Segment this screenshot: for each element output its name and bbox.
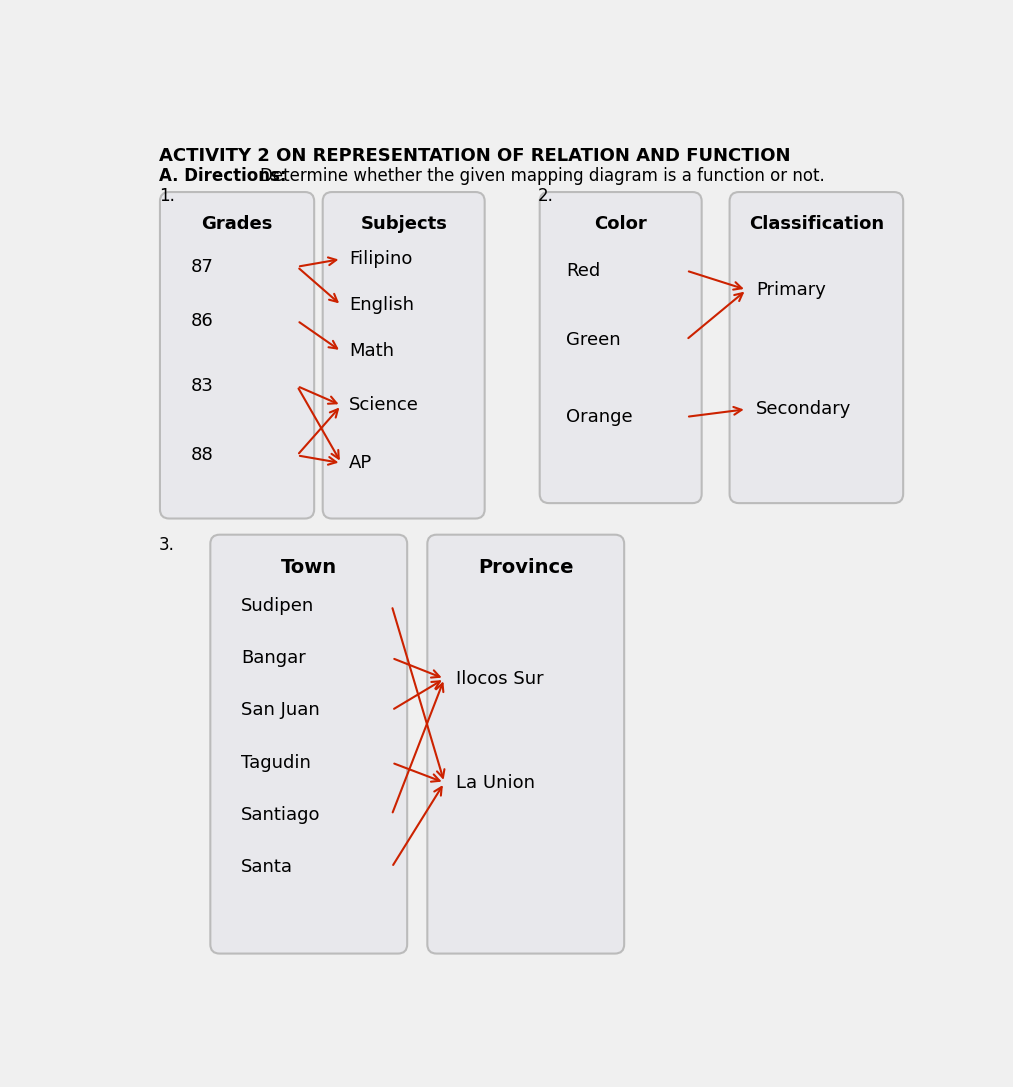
Text: Bangar: Bangar — [241, 649, 306, 667]
Text: A. Directions:: A. Directions: — [159, 166, 293, 185]
Text: Red: Red — [566, 262, 601, 279]
Text: Ilocos Sur: Ilocos Sur — [456, 670, 544, 688]
FancyBboxPatch shape — [427, 535, 624, 953]
Text: San Juan: San Juan — [241, 701, 320, 720]
Text: La Union: La Union — [456, 774, 535, 791]
FancyBboxPatch shape — [160, 192, 314, 518]
Text: ACTIVITY 2 ON REPRESENTATION OF RELATION AND FUNCTION: ACTIVITY 2 ON REPRESENTATION OF RELATION… — [159, 148, 791, 165]
Text: Orange: Orange — [566, 408, 633, 426]
Text: Town: Town — [281, 558, 336, 577]
Text: Color: Color — [595, 215, 647, 233]
Text: 88: 88 — [190, 447, 214, 464]
Text: Sudipen: Sudipen — [241, 597, 315, 614]
Text: Filipino: Filipino — [349, 250, 412, 268]
Text: 83: 83 — [190, 377, 214, 395]
Text: Determine whether the given mapping diagram is a function or not.: Determine whether the given mapping diag… — [260, 166, 825, 185]
FancyBboxPatch shape — [211, 535, 407, 953]
Text: Province: Province — [478, 558, 573, 577]
Text: 2.: 2. — [537, 187, 553, 205]
Text: Classification: Classification — [749, 215, 884, 233]
FancyBboxPatch shape — [540, 192, 702, 503]
Text: AP: AP — [349, 454, 373, 472]
Text: Tagudin: Tagudin — [241, 753, 311, 772]
Text: Green: Green — [566, 330, 621, 349]
Text: 86: 86 — [190, 312, 214, 329]
Text: Science: Science — [349, 397, 419, 414]
Text: Grades: Grades — [202, 215, 272, 233]
Text: Santiago: Santiago — [241, 805, 321, 824]
Text: 3.: 3. — [159, 536, 175, 554]
Text: Secondary: Secondary — [756, 400, 851, 418]
Text: English: English — [349, 297, 414, 314]
Text: Primary: Primary — [756, 280, 826, 299]
Text: 87: 87 — [190, 258, 214, 276]
Text: Math: Math — [349, 342, 394, 361]
FancyBboxPatch shape — [729, 192, 904, 503]
Text: Santa: Santa — [241, 859, 294, 876]
Text: Subjects: Subjects — [361, 215, 447, 233]
FancyBboxPatch shape — [323, 192, 484, 518]
Text: 1.: 1. — [159, 187, 175, 205]
